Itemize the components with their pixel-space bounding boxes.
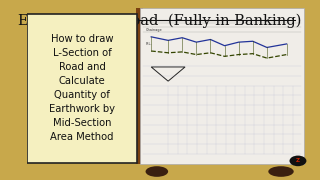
Text: Chainage: Chainage <box>146 28 162 32</box>
Text: How to draw
L-Section of
Road and
Calculate
Quantity of
Earthwork by
Mid-Section: How to draw L-Section of Road and Calcul… <box>49 34 115 142</box>
Ellipse shape <box>146 166 168 177</box>
Ellipse shape <box>268 166 294 177</box>
FancyBboxPatch shape <box>140 8 304 165</box>
Circle shape <box>290 156 307 166</box>
Text: Earthwork of Road: Earthwork of Road <box>19 14 168 28</box>
Text: R.L.: R.L. <box>146 42 152 46</box>
FancyBboxPatch shape <box>136 8 143 165</box>
FancyBboxPatch shape <box>27 14 137 163</box>
Text: Z: Z <box>296 158 300 163</box>
Text: (Fully in Banking): (Fully in Banking) <box>168 14 301 28</box>
